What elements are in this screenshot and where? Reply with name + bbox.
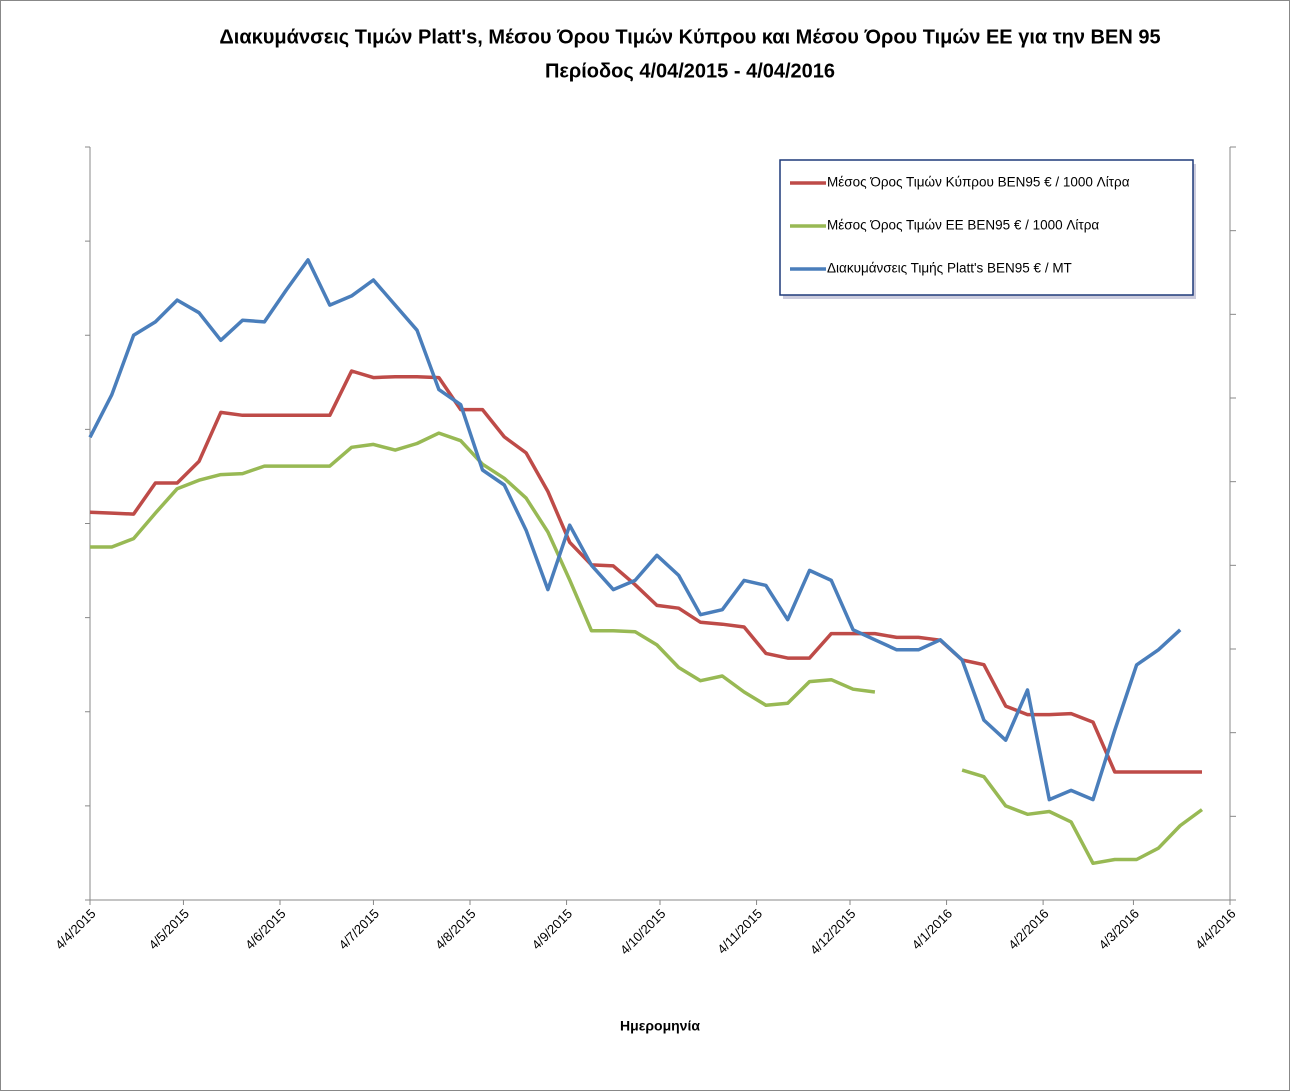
legend-label: Μέσος Όρος Τιμών Κύπρου BEN95 € / 1000 Λ…: [827, 175, 1130, 190]
legend-label: Μέσος Όρος Τιμών ΕΕ BEN95 € / 1000 Λίτρα: [827, 218, 1099, 233]
chart-subtitle: Περίοδος 4/04/2015 - 4/04/2016: [545, 60, 835, 82]
series-line: [90, 431, 1204, 866]
chart-title: Διακυμάνσεις Τιμών Platt's, Μέσου Όρου Τ…: [219, 26, 1160, 48]
legend-label: Διακυμάνσεις Τιμής Platt's BEN95 € / MT: [827, 261, 1072, 276]
x-axis-title: Ημερομηνία: [620, 1018, 700, 1034]
legend: [779, 159, 1194, 296]
series-line: [89, 369, 1202, 774]
